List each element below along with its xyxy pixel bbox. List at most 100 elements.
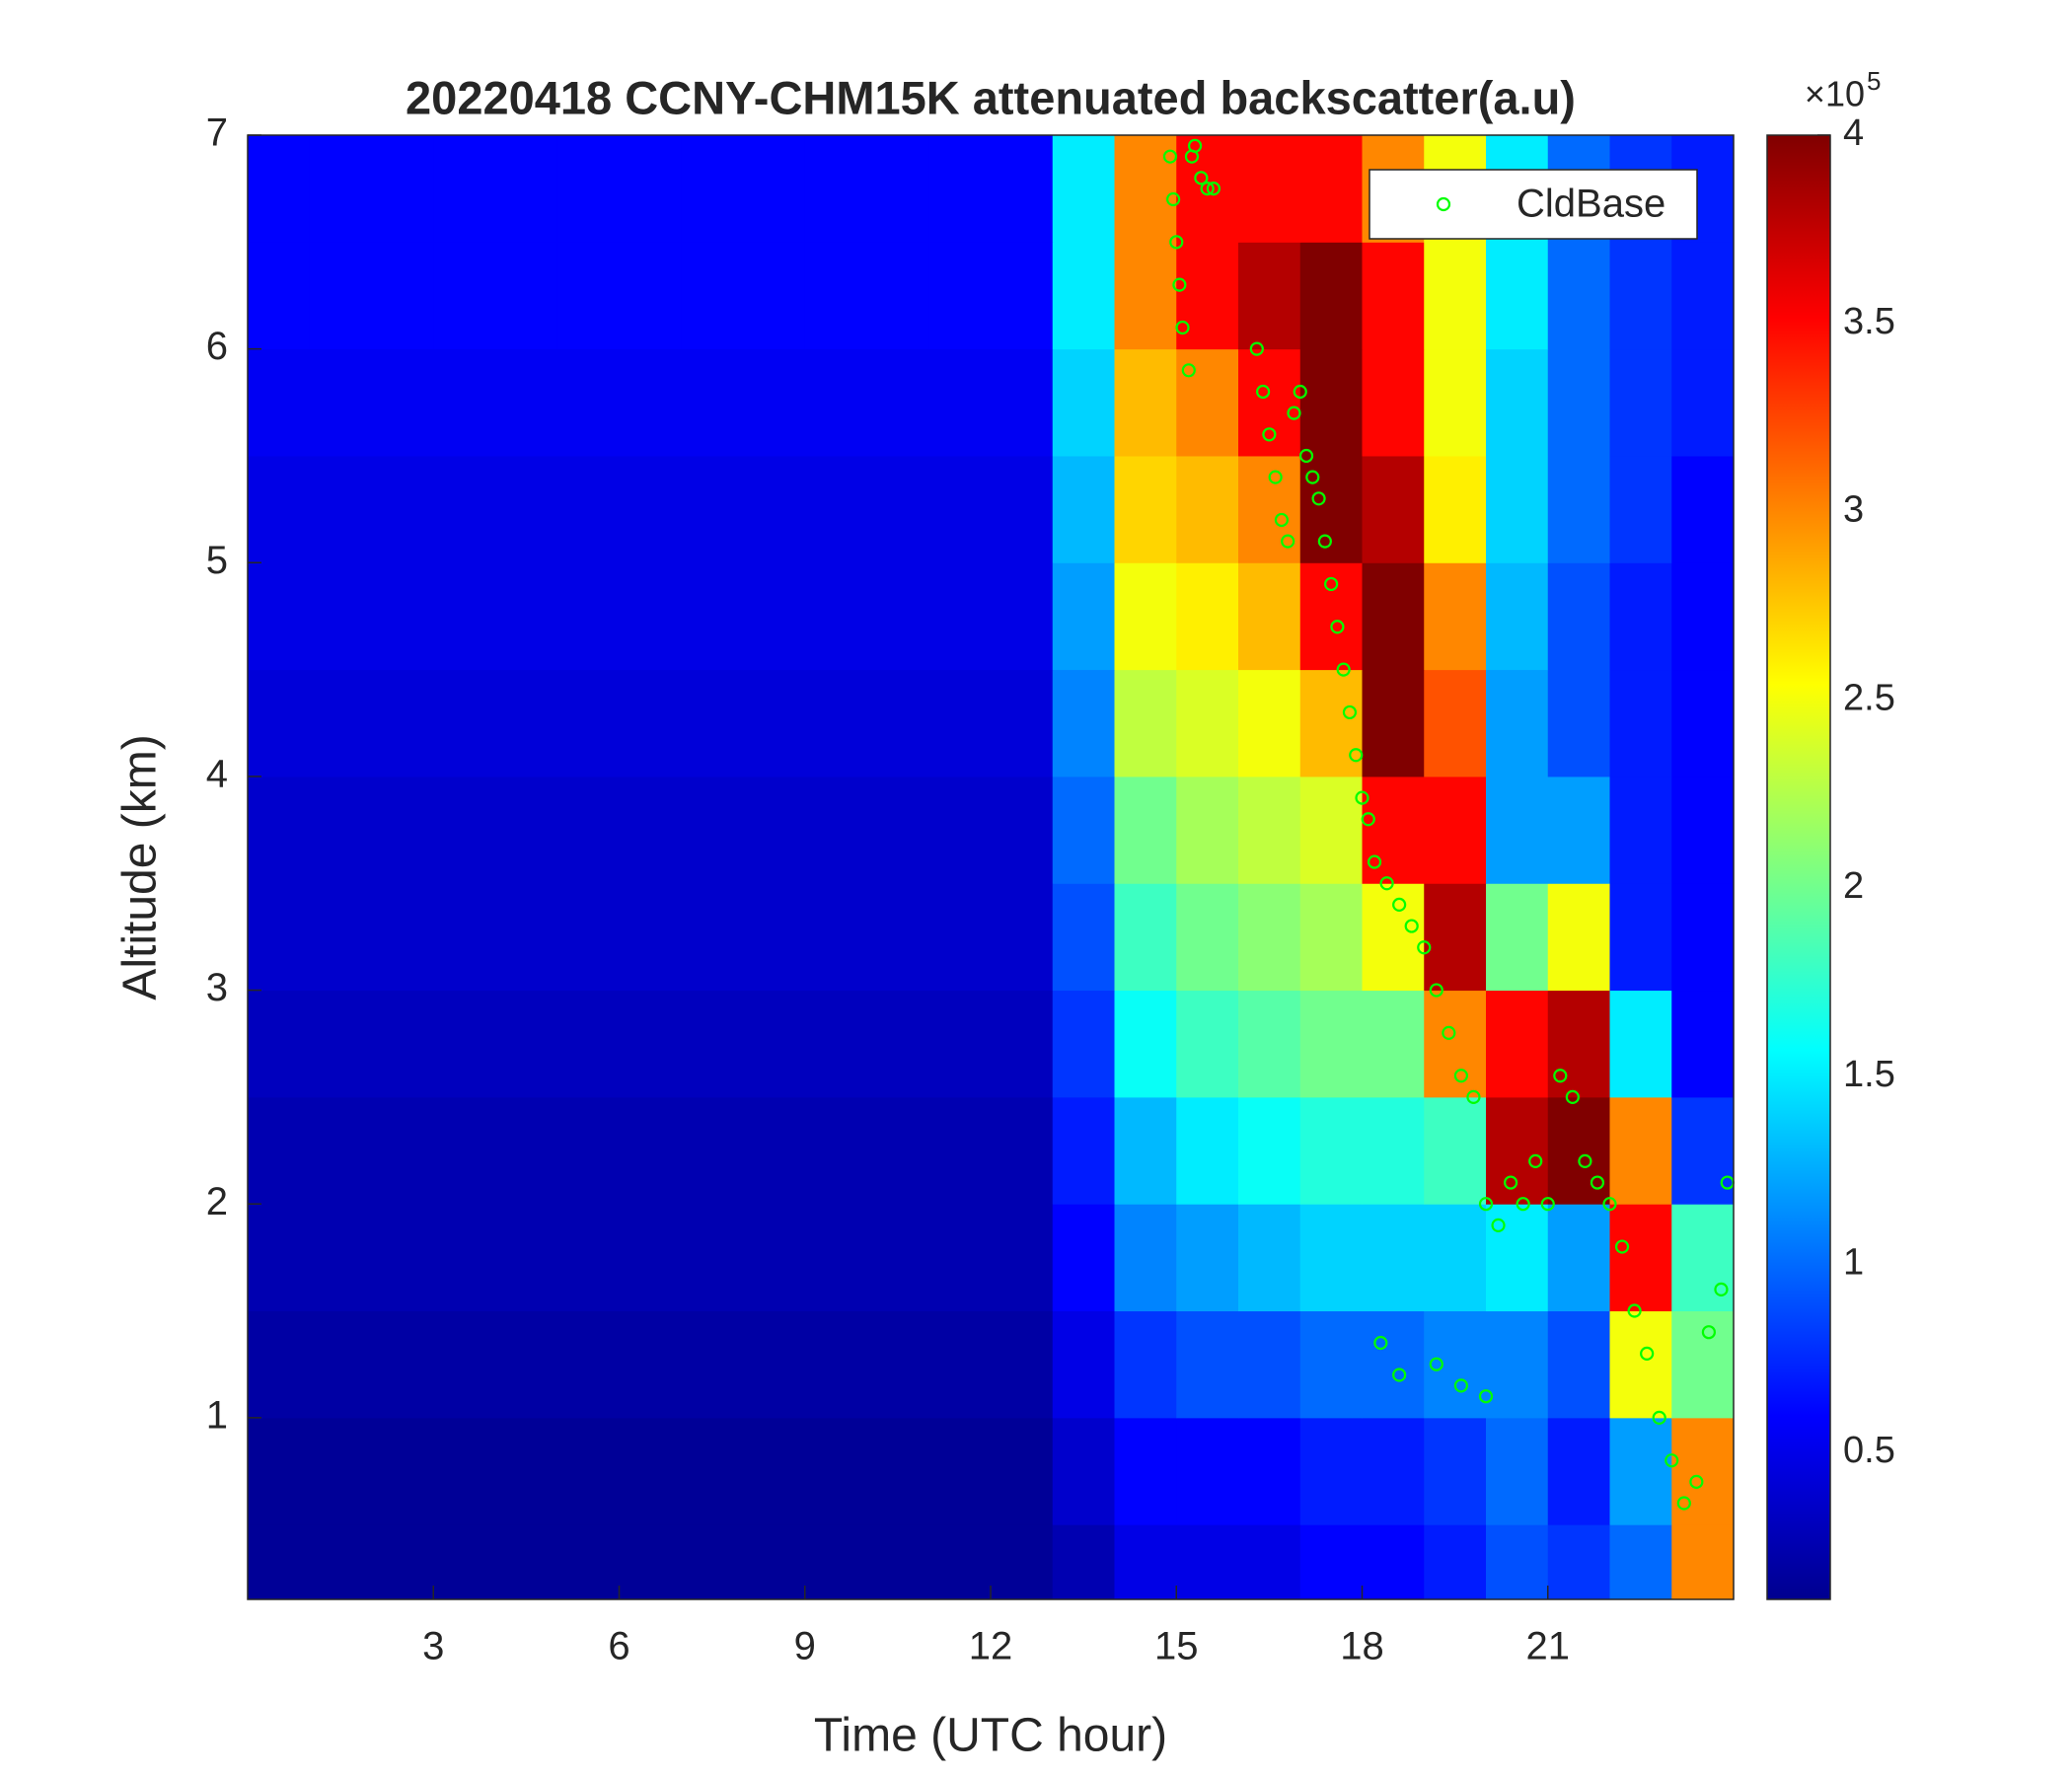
- heatmap-cell: [1424, 242, 1487, 350]
- chart-title: 20220418 CCNY-CHM15K attenuated backscat…: [406, 71, 1576, 123]
- heatmap-cell: [1362, 669, 1425, 777]
- heatmap-cell: [1547, 776, 1610, 884]
- heatmap-cell: [1609, 1310, 1672, 1419]
- heatmap-cell: [1362, 562, 1425, 671]
- cloud-base-point: [1590, 1175, 1605, 1190]
- heatmap-cell: [433, 1096, 496, 1205]
- heatmap-cell: [1547, 669, 1610, 777]
- heatmap-cell: [1671, 669, 1735, 777]
- heatmap-cell: [681, 1096, 744, 1205]
- heatmap-cell: [1671, 883, 1735, 992]
- x-tick-label: 18: [1340, 1625, 1384, 1668]
- heatmap-cell: [1671, 990, 1735, 1098]
- heatmap-cell: [1362, 883, 1425, 992]
- cloud-base-point: [1478, 1197, 1494, 1212]
- heatmap-cell: [309, 1204, 372, 1312]
- cloud-base-point: [1172, 277, 1187, 292]
- heatmap-cell: [681, 1310, 744, 1419]
- x-tick-label: 6: [608, 1625, 629, 1668]
- heatmap-cell: [743, 455, 806, 563]
- heatmap-cell: [1238, 1310, 1301, 1419]
- cloud-base-point: [1379, 876, 1394, 891]
- heatmap-cell: [1052, 242, 1115, 350]
- heatmap-cell: [1238, 1417, 1301, 1525]
- heatmap-cell: [804, 348, 867, 457]
- heatmap-cell: [495, 1417, 558, 1525]
- heatmap-cell: [991, 1204, 1054, 1312]
- legend-box: [1369, 169, 1698, 240]
- x-tick-label: 15: [1154, 1625, 1199, 1668]
- heatmap-cell: [556, 1096, 620, 1205]
- heatmap-cell: [928, 242, 992, 350]
- heatmap-cell: [804, 1096, 867, 1205]
- heatmap-cell: [991, 669, 1054, 777]
- heatmap-cell: [1238, 883, 1301, 992]
- heatmap-cell: [1052, 990, 1115, 1098]
- heatmap-cell: [1486, 242, 1549, 350]
- heatmap-cell: [556, 135, 620, 243]
- heatmap-cell: [866, 1096, 929, 1205]
- y-tick-label: 1: [206, 1393, 228, 1437]
- heatmap-cell: [556, 776, 620, 884]
- heatmap-cell: [1609, 242, 1672, 350]
- heatmap-cell: [495, 1310, 558, 1419]
- cloud-base-point: [1324, 576, 1339, 592]
- heatmap-cell: [1486, 883, 1549, 992]
- cloud-base-point: [1181, 363, 1196, 378]
- heatmap-cell: [433, 135, 496, 243]
- cloud-base-point: [1453, 1378, 1469, 1393]
- heatmap-cell: [433, 348, 496, 457]
- scatter: [1162, 138, 1735, 1511]
- heatmap-cell: [556, 348, 620, 457]
- heatmap-cell: [309, 242, 372, 350]
- y-tick-label: 3: [206, 966, 228, 1009]
- heatmap-cell: [619, 1417, 682, 1525]
- heatmap-cell: [1176, 455, 1239, 563]
- heatmap-cell: [1114, 1524, 1177, 1600]
- heatmap-cell: [866, 135, 929, 243]
- cloud-base-point: [1162, 149, 1178, 164]
- heatmap-cell: [1671, 242, 1735, 350]
- heatmap-cell: [619, 1310, 682, 1419]
- heatmap-cell: [556, 990, 620, 1098]
- heatmap-cell: [743, 1417, 806, 1525]
- heatmap-cell: [495, 1204, 558, 1312]
- heatmap-cell: [928, 883, 992, 992]
- cloud-base-point: [1602, 1197, 1617, 1212]
- cloud-base-point: [1175, 320, 1190, 335]
- y-tick-label: 7: [206, 111, 228, 155]
- heatmap-cell: [1362, 1204, 1425, 1312]
- heatmap-cell: [1671, 562, 1735, 671]
- cloud-base-point: [1491, 1218, 1506, 1232]
- heatmap-cell: [1238, 1524, 1301, 1600]
- x-tick-label: 12: [969, 1625, 1013, 1668]
- heatmap-cell: [991, 562, 1054, 671]
- heatmap-cell: [681, 990, 744, 1098]
- colorbar-tick-label: 1.5: [1843, 1054, 1895, 1095]
- heatmap-cell: [1176, 1417, 1239, 1525]
- heatmap-cell: [743, 669, 806, 777]
- heatmap-cell: [681, 242, 744, 350]
- heatmap-cell: [866, 1204, 929, 1312]
- heatmap-cell: [1424, 883, 1487, 992]
- heatmap-cell: [309, 990, 372, 1098]
- heatmap-cell: [804, 242, 867, 350]
- heatmap-cell: [991, 135, 1054, 243]
- heatmap-cell: [681, 1204, 744, 1312]
- heatmap-cell: [1052, 1096, 1115, 1205]
- cloud-base-point: [1466, 1089, 1481, 1104]
- heatmap-cell: [1424, 1524, 1487, 1600]
- heatmap-cell: [928, 669, 992, 777]
- heatmap-cell: [1114, 1096, 1177, 1205]
- heatmap-cell: [1424, 776, 1487, 884]
- cloud-base-point: [1255, 384, 1271, 400]
- heatmap-cell: [1486, 455, 1549, 563]
- heatmap-cell: [495, 562, 558, 671]
- heatmap-cell: [433, 1310, 496, 1419]
- cloud-base-point: [1367, 854, 1382, 869]
- cloud-base-point: [1293, 384, 1307, 400]
- heatmap-cell: [1176, 776, 1239, 884]
- heatmap-cell: [804, 1310, 867, 1419]
- heatmap-cell: [1299, 455, 1363, 563]
- heatmap-cell: [309, 776, 372, 884]
